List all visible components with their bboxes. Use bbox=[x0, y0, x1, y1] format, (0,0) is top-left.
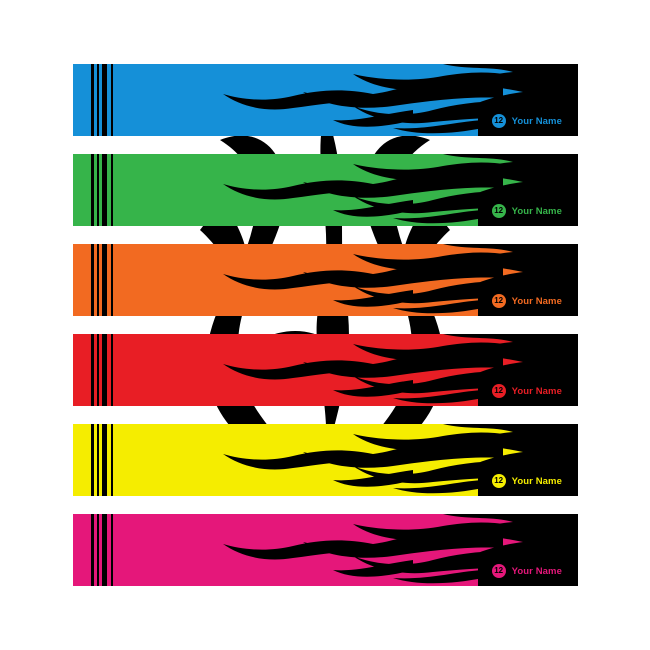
name-text: Your Name bbox=[511, 205, 562, 217]
decal-strip-green: 12 Your Name bbox=[73, 154, 578, 226]
name-label: 12 Your Name bbox=[491, 293, 562, 309]
flame-icon bbox=[223, 64, 578, 136]
pinstripe-lines bbox=[87, 334, 113, 406]
flame-icon bbox=[223, 424, 578, 496]
name-label: 12 Your Name bbox=[491, 113, 562, 129]
number-badge-icon: 12 bbox=[491, 474, 506, 488]
name-label: 12 Your Name bbox=[491, 383, 562, 399]
number-badge-icon: 12 bbox=[491, 384, 506, 398]
name-text: Your Name bbox=[511, 565, 562, 577]
decal-strip-orange: 12 Your Name bbox=[73, 244, 578, 316]
pinstripe-lines bbox=[87, 424, 113, 496]
pinstripe-lines bbox=[87, 244, 113, 316]
number-badge-icon: 12 bbox=[491, 114, 506, 128]
pinstripe-lines bbox=[87, 514, 113, 586]
number-badge-icon: 12 bbox=[491, 204, 506, 218]
number-badge-icon: 12 bbox=[491, 294, 506, 308]
pinstripe-lines bbox=[87, 154, 113, 226]
decal-strip-pink: 12 Your Name bbox=[73, 514, 578, 586]
name-label: 12 Your Name bbox=[491, 473, 562, 489]
flame-icon bbox=[223, 154, 578, 226]
decal-strip-yellow: 12 Your Name bbox=[73, 424, 578, 496]
name-text: Your Name bbox=[511, 475, 562, 487]
name-text: Your Name bbox=[511, 385, 562, 397]
decal-strip-red: 12 Your Name bbox=[73, 334, 578, 406]
name-text: Your Name bbox=[511, 115, 562, 127]
number-badge-icon: 12 bbox=[491, 564, 506, 578]
decal-strip-blue: 12 Your Name bbox=[73, 64, 578, 136]
name-label: 12 Your Name bbox=[491, 563, 562, 579]
pinstripe-lines bbox=[87, 64, 113, 136]
flame-icon bbox=[223, 334, 578, 406]
name-label: 12 Your Name bbox=[491, 203, 562, 219]
name-text: Your Name bbox=[511, 295, 562, 307]
